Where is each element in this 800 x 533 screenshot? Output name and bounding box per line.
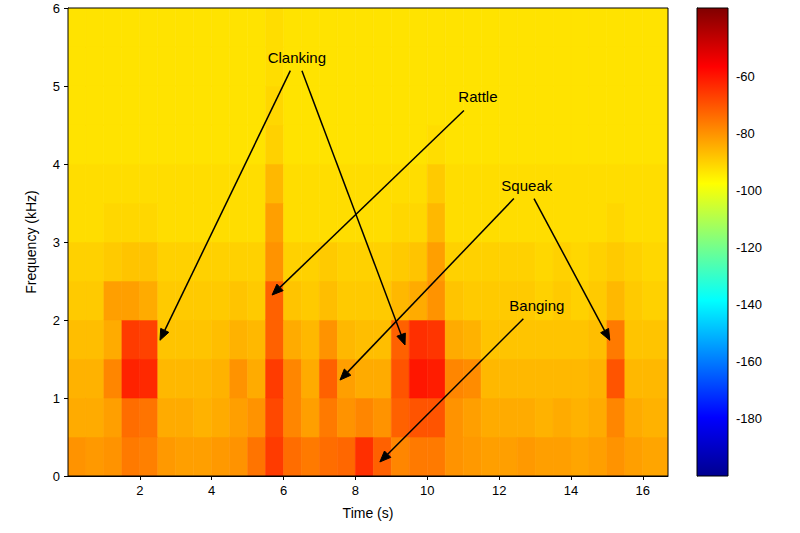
svg-text:-100: -100 — [736, 183, 762, 198]
svg-text:4: 4 — [53, 157, 60, 172]
svg-text:5: 5 — [53, 79, 60, 94]
svg-text:2: 2 — [136, 483, 143, 498]
svg-text:8: 8 — [352, 483, 359, 498]
svg-text:14: 14 — [564, 483, 578, 498]
svg-text:1: 1 — [53, 391, 60, 406]
svg-text:10: 10 — [420, 483, 434, 498]
svg-text:12: 12 — [492, 483, 506, 498]
svg-text:4: 4 — [208, 483, 215, 498]
svg-text:Time (s): Time (s) — [343, 505, 394, 521]
svg-text:-60: -60 — [736, 69, 755, 84]
svg-text:3: 3 — [53, 235, 60, 250]
svg-text:6: 6 — [280, 483, 287, 498]
svg-text:Rattle: Rattle — [458, 88, 497, 105]
svg-text:-180: -180 — [736, 411, 762, 426]
svg-text:-140: -140 — [736, 297, 762, 312]
svg-text:0: 0 — [53, 469, 60, 484]
svg-text:6: 6 — [53, 1, 60, 16]
svg-text:-160: -160 — [736, 354, 762, 369]
svg-text:2: 2 — [53, 313, 60, 328]
svg-text:Squeak: Squeak — [501, 177, 552, 194]
svg-text:-120: -120 — [736, 240, 762, 255]
svg-text:Banging: Banging — [509, 297, 564, 314]
svg-text:-80: -80 — [736, 126, 755, 141]
svg-text:16: 16 — [636, 483, 650, 498]
svg-text:Frequency (kHz): Frequency (kHz) — [23, 190, 39, 293]
svg-text:Clanking: Clanking — [268, 49, 326, 66]
